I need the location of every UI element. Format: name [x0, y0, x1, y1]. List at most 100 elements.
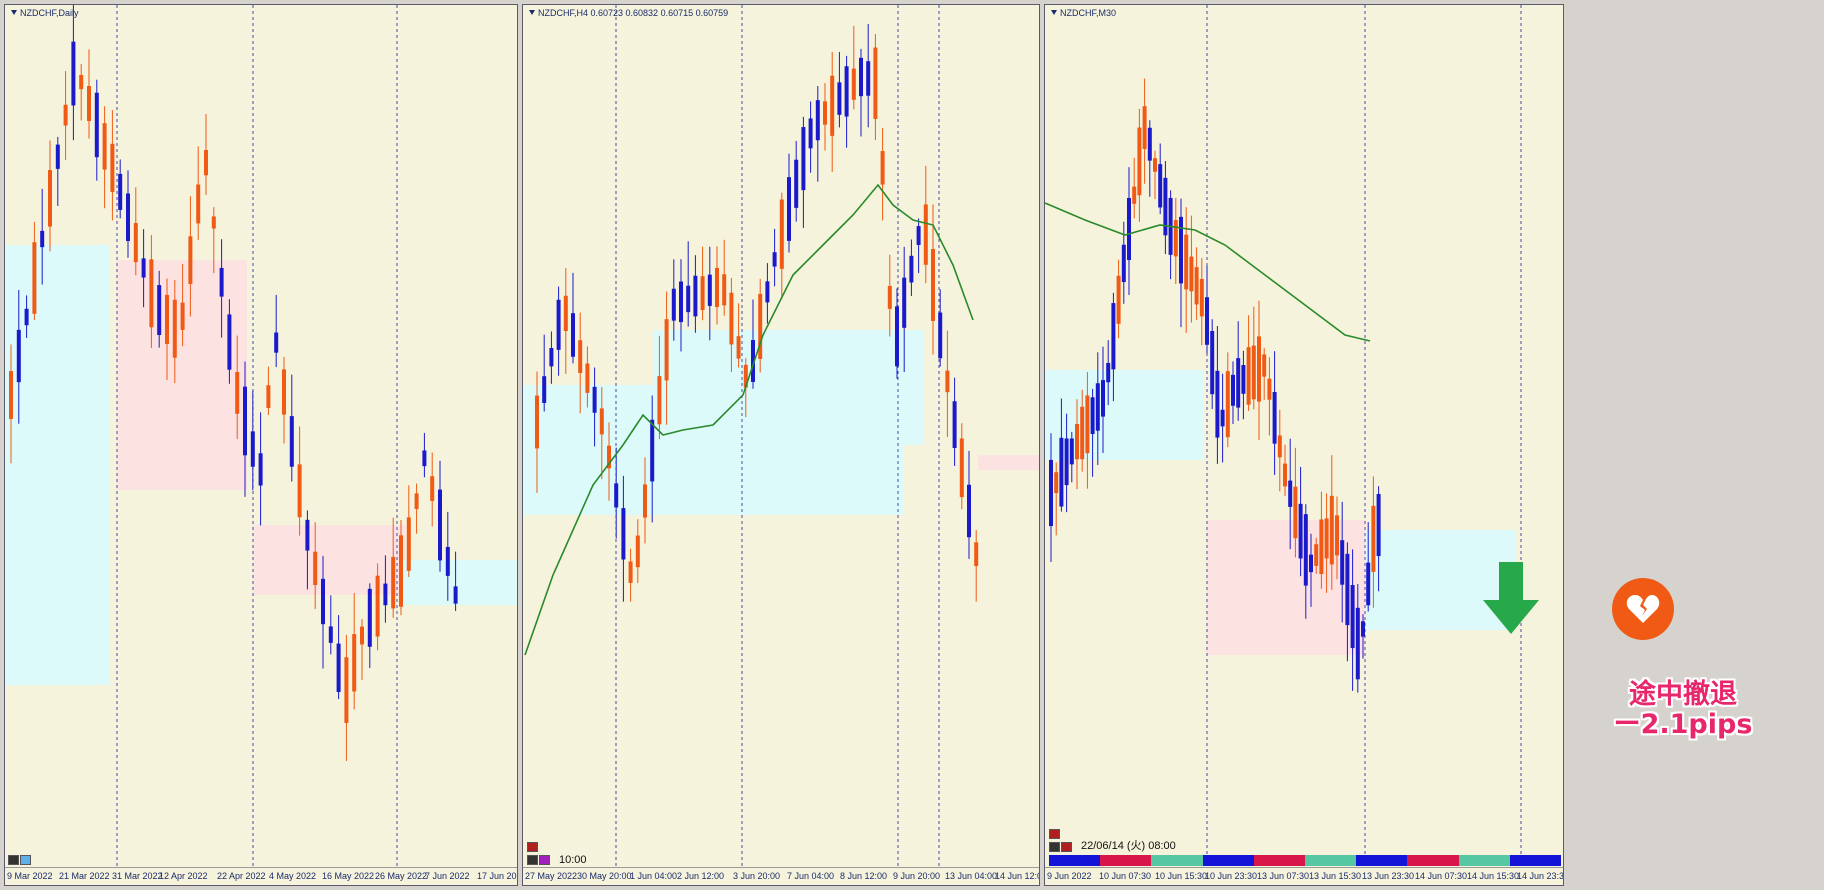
candle-body [24, 308, 29, 326]
candle-body [1340, 540, 1345, 585]
candle-body [758, 293, 763, 359]
candle-body [321, 578, 325, 625]
candle-body [1220, 409, 1225, 427]
candle-body [1059, 437, 1064, 507]
time-axis: 9 Mar 2022 21 Mar 2022 31 Mar 2022 12 Apr 2… [5, 867, 517, 885]
candle-body [1246, 347, 1251, 405]
time-tick-label: 7 Jun 2022 [425, 871, 470, 881]
candle-body [211, 216, 216, 229]
session-segment [1407, 855, 1460, 866]
candle-body [305, 519, 310, 551]
candle-body [974, 542, 979, 567]
candle-body [1210, 331, 1215, 395]
time-tick-label: 17 Jun 2022 [477, 871, 517, 881]
candle-body [535, 395, 539, 449]
candle-body [1376, 493, 1381, 557]
candle-body [250, 431, 255, 467]
candle-body [830, 75, 835, 136]
candle-body [180, 302, 185, 330]
candle-body [1121, 244, 1126, 283]
candle-body [1225, 371, 1230, 438]
price-chart[interactable] [523, 5, 1040, 886]
candle-body [157, 285, 162, 335]
minimize-indicator-icon[interactable] [527, 842, 538, 852]
candle-body [1189, 256, 1194, 292]
time-tick-label: 30 May 20:00 [577, 871, 632, 881]
candle-body [1173, 220, 1178, 257]
candle-body [549, 348, 554, 367]
crosshair-time: 22/06/14 (火) 08:00 [1081, 840, 1176, 852]
candle-body [71, 41, 76, 106]
candle-body [635, 535, 640, 568]
candle-body [94, 92, 99, 158]
chart-shift-icon[interactable] [1061, 842, 1072, 852]
price-chart[interactable] [5, 5, 518, 886]
time-tick-label: 31 Mar 2022 [112, 871, 163, 881]
candle-body [1054, 472, 1059, 494]
time-tick-label: 14 Jun 15:30 [1467, 871, 1520, 881]
candle-body [1288, 480, 1293, 507]
candle-body [880, 151, 885, 185]
moving-average-line [1045, 202, 1371, 342]
candle-body [837, 82, 842, 115]
time-tick-label: 26 May 2022 [375, 871, 428, 881]
auto-scroll-icon[interactable] [527, 855, 538, 865]
time-tick-label: 2 Jun 12:00 [677, 871, 725, 881]
chart-shift-icon[interactable] [20, 855, 31, 865]
candle-body [1085, 395, 1090, 454]
time-tick-label: 7 Jun 04:00 [787, 871, 835, 881]
candle-body [873, 47, 878, 119]
candle-body [9, 371, 13, 419]
session-segment [1202, 855, 1255, 866]
broken-heart-icon [1612, 578, 1674, 640]
candle-body [808, 118, 813, 149]
exit-note: 途中撤退 ー2.1pips [1608, 680, 1758, 740]
exit-note-line2: ー2.1pips [1613, 709, 1753, 740]
chart-pane-daily[interactable]: NZDCHF,Daily 9 Mar 2022 21 Mar 2022 31 Mar… [4, 4, 518, 886]
price-chart[interactable] [1045, 5, 1564, 886]
zone-rect [978, 455, 1039, 470]
candle-body [453, 586, 458, 604]
time-tick-label: 10 Jun 15:30 [1155, 871, 1208, 881]
candle-body [938, 312, 943, 359]
candle-body [445, 546, 450, 576]
candle-body [1262, 354, 1267, 377]
chart-pane-h4[interactable]: NZDCHF,H4 0.60723 0.60832 0.60715 0.6075… [522, 4, 1040, 886]
zone-rect [253, 525, 405, 595]
candle-body [227, 314, 232, 370]
candle-body [621, 508, 626, 560]
candle-body [902, 277, 907, 328]
candle-body [328, 626, 333, 643]
session-strip [1049, 855, 1562, 866]
dropdown-triangle-icon [1051, 10, 1057, 15]
session-segment [1100, 855, 1152, 866]
time-tick-label: 14 Jun 12:00 [995, 871, 1039, 881]
candle-body [1236, 358, 1241, 408]
session-segment [1151, 855, 1204, 866]
candle-body [383, 583, 388, 606]
candle-body [274, 332, 279, 353]
candle-body [352, 634, 357, 692]
time-tick-label: 21 Mar 2022 [59, 871, 110, 881]
candle-body [1345, 553, 1350, 626]
candle-body [1090, 397, 1095, 435]
candle-body [599, 408, 604, 435]
auto-scroll-icon[interactable] [8, 855, 19, 865]
chart-pane-m30[interactable]: NZDCHF,M30 22/06/14 (火) 08:00 9 Jun 2022… [1044, 4, 1564, 886]
moving-average-line [524, 183, 974, 656]
candle-body [923, 204, 928, 265]
time-axis: 9 Jun 2022 10 Jun 07:30 10 Jun 15:30 10 Jun… [1045, 867, 1563, 885]
auto-scroll-icon[interactable] [1049, 842, 1060, 852]
minimize-indicator-icon[interactable] [1049, 829, 1060, 839]
zone-rect [5, 245, 110, 685]
candle-body [844, 66, 849, 117]
candle-body [87, 86, 91, 121]
chart-shift-icon[interactable] [539, 855, 550, 865]
candle-body [787, 177, 791, 241]
exit-note-line1: 途中撤退 [1629, 679, 1737, 710]
time-tick-label: 9 Jun 2022 [1047, 871, 1092, 881]
candle-body [815, 100, 820, 141]
candle-body [1111, 303, 1116, 370]
candle-body [650, 419, 655, 482]
candle-body [1184, 234, 1189, 290]
